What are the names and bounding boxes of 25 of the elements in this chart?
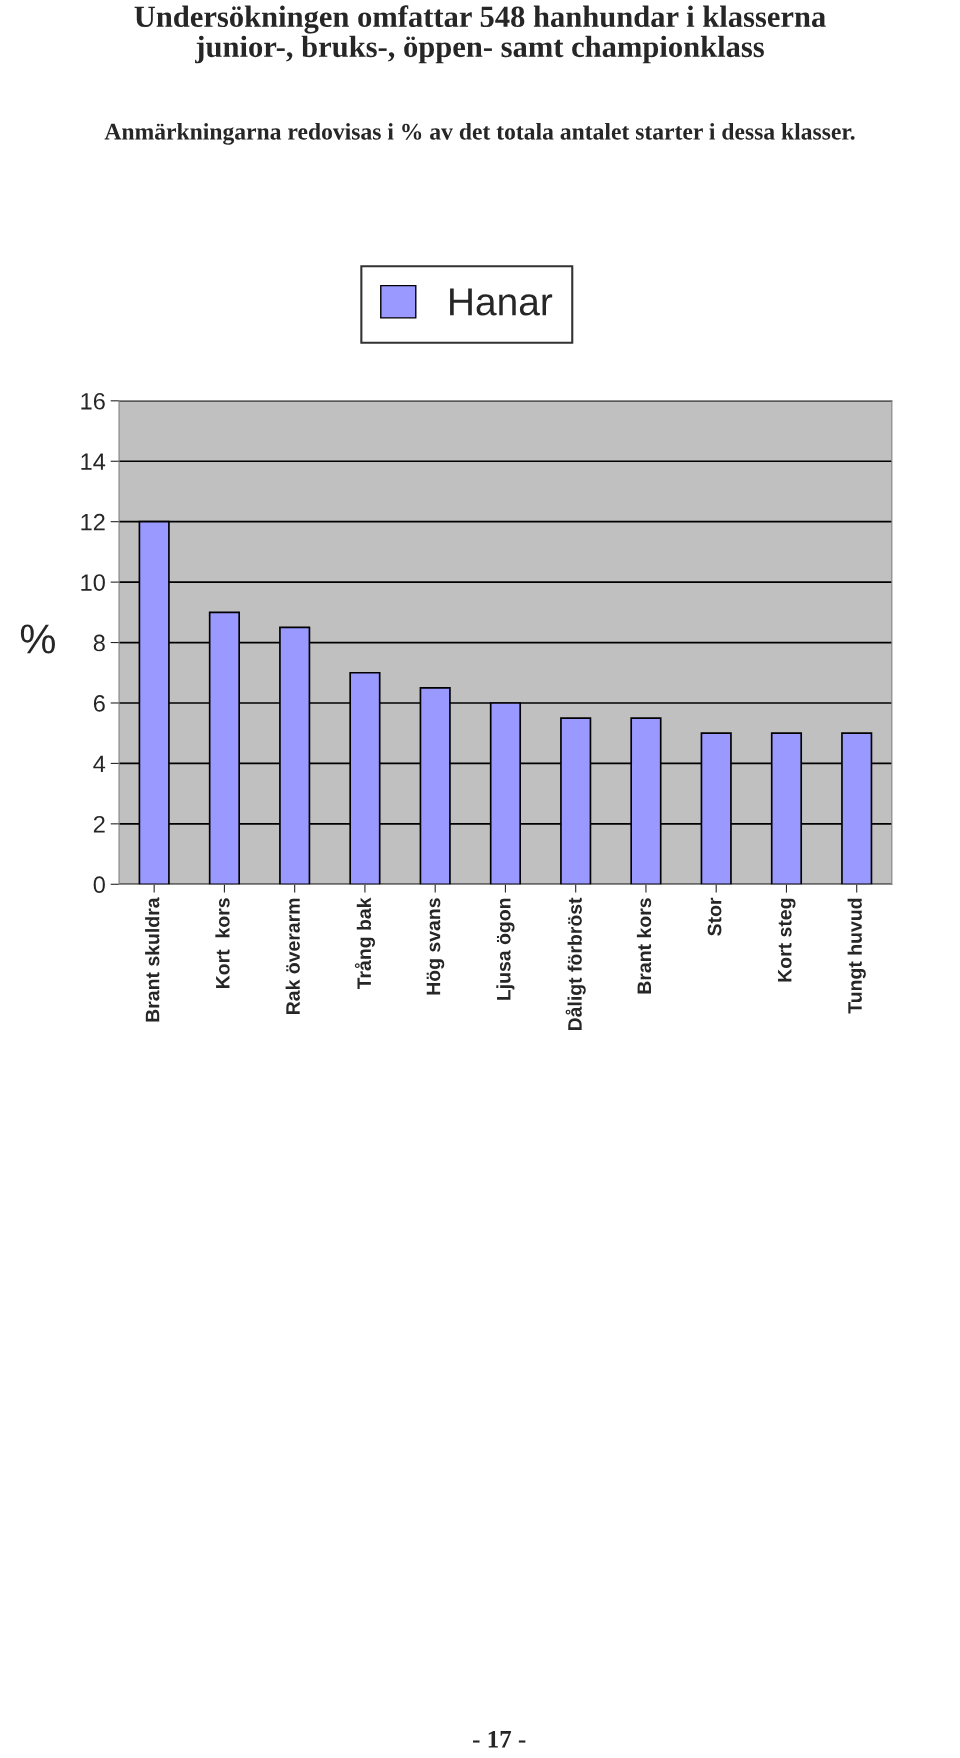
chart-title: Undersökningen omfattar 548 hanhundar i klasserna junior-, bruks-, öppen- samt championklass xyxy=(134,5,826,64)
text: - 17 - xyxy=(473,1730,526,1748)
y-tick-label: 0 xyxy=(93,876,105,894)
x-tick-label: Brant skuldra xyxy=(145,897,160,1022)
x-tick-label: Trång bak xyxy=(354,897,375,990)
x-tick-label: Hög svans xyxy=(426,898,445,995)
y-tick-label: 4 xyxy=(93,755,106,772)
x-tick-label: Tungt huvud xyxy=(847,898,866,1014)
y-tick-label: 16 xyxy=(81,392,105,410)
x-tick-label: Rak överarm xyxy=(285,898,300,1014)
y-tick-label: 10 xyxy=(81,574,105,591)
y-tick-label: 12 xyxy=(81,513,105,531)
y-tick-label: 2 xyxy=(93,815,105,833)
x-tick-label: Kort steg xyxy=(778,898,796,982)
y-tick-label: 8 xyxy=(93,634,105,652)
y-tick-label: 14 xyxy=(81,453,106,470)
x-tick-label: Stor xyxy=(707,897,722,936)
x-tick-label: Ljusa ögon xyxy=(496,898,515,1000)
x-tick-label: Brant kors xyxy=(636,898,652,994)
y-axis-title: % xyxy=(20,624,55,654)
x-tick-label: Dåligt förbröst xyxy=(565,897,586,1031)
chart-subtitle: Anmärkningarna redovisas i % av det totala antalet starter i dessa klasser. xyxy=(104,123,855,145)
x-tick-label: Kort kors xyxy=(215,898,230,988)
y-tick-label: 6 xyxy=(93,695,105,712)
legend-label: Hanar xyxy=(450,288,553,316)
